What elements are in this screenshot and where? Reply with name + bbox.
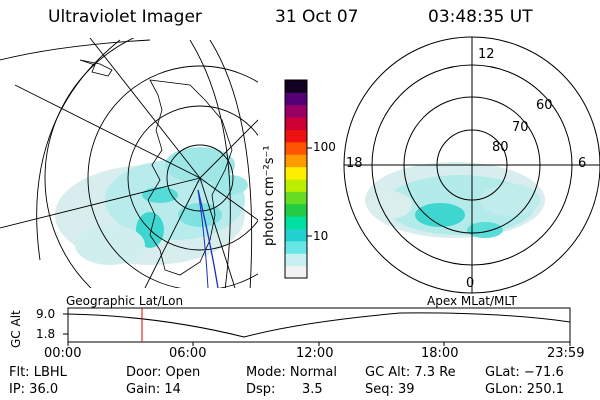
instrument-title: Ultraviolet Imager bbox=[48, 7, 202, 27]
lat-label-60: 60 bbox=[536, 98, 553, 113]
colorbar-band bbox=[285, 141, 307, 155]
gain-info: Gain: 14 bbox=[126, 382, 181, 397]
colorbar-band bbox=[285, 203, 307, 217]
colorbar-band bbox=[285, 154, 307, 168]
colorbar-band bbox=[285, 104, 307, 118]
colorbar-tick-10: 10 bbox=[313, 229, 329, 243]
x-tick-1200: 12:00 bbox=[296, 346, 334, 361]
colorbar-unit-label: photon cm⁻²s⁻¹ bbox=[262, 145, 277, 246]
mlt-label-12: 12 bbox=[478, 47, 495, 62]
colorbar-band bbox=[285, 240, 307, 254]
dsp-value: 3.5 bbox=[302, 382, 323, 397]
colorbar-tick-100: 100 bbox=[313, 140, 336, 154]
colorbar-band bbox=[285, 265, 307, 279]
mlt-label-6: 6 bbox=[578, 156, 587, 171]
x-tick-0000: 00:00 bbox=[44, 346, 82, 361]
apex-coord-title: Apex MLat/MLT bbox=[427, 294, 517, 308]
colorbar-band bbox=[285, 191, 307, 205]
lat-label-70: 70 bbox=[512, 120, 529, 135]
colorbar-band bbox=[285, 166, 307, 180]
gc-alt-axis-label: GC Alt bbox=[9, 310, 23, 348]
colorbar-band bbox=[285, 253, 307, 267]
colorbar-band bbox=[285, 117, 307, 130]
colorbar-band bbox=[285, 92, 307, 106]
gc-alt-info: GC Alt: 7.3 Re bbox=[365, 365, 456, 380]
date-label: 31 Oct 07 bbox=[275, 7, 359, 27]
dsp-label: Dsp: bbox=[246, 382, 276, 397]
x-tick-0600: 06:00 bbox=[169, 346, 207, 361]
glat-info: GLat: −71.6 bbox=[485, 365, 564, 380]
flt-info: Flt: LBHL bbox=[9, 365, 67, 380]
time-label: 03:48:35 UT bbox=[428, 7, 533, 27]
seq-info: Seq: 39 bbox=[365, 382, 415, 397]
colorbar bbox=[285, 80, 307, 279]
door-info: Door: Open bbox=[126, 365, 201, 380]
colorbar-band bbox=[285, 179, 307, 192]
x-tick-2359: 23:59 bbox=[547, 346, 585, 361]
polar-plot bbox=[343, 36, 600, 294]
colorbar-band bbox=[285, 228, 307, 242]
colorbar-band bbox=[285, 216, 307, 229]
glon-info: GLon: 250.1 bbox=[485, 382, 565, 397]
colorbar-band bbox=[285, 129, 307, 143]
y-tick-9: 9.0 bbox=[36, 307, 56, 321]
mlt-label-18: 18 bbox=[346, 156, 363, 171]
mlt-label-0: 0 bbox=[466, 276, 475, 291]
y-tick-1-8: 1.8 bbox=[36, 327, 56, 341]
altitude-timeline bbox=[63, 307, 571, 346]
auroral-emission-polar bbox=[365, 162, 545, 238]
colorbar-band bbox=[285, 80, 307, 93]
x-tick-1800: 18:00 bbox=[421, 346, 459, 361]
lat-label-80: 80 bbox=[492, 140, 509, 155]
mode-info: Mode: Normal bbox=[246, 365, 337, 380]
geo-coord-title: Geographic Lat/Lon bbox=[66, 294, 184, 308]
ip-info: IP: 36.0 bbox=[9, 382, 59, 397]
